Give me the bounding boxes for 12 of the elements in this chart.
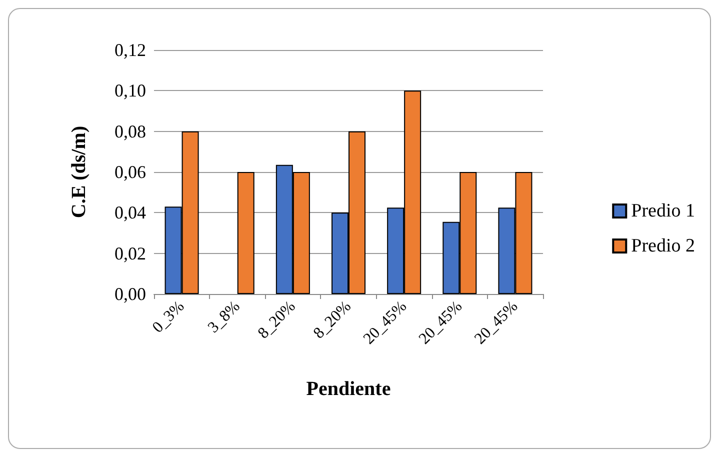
bar — [237, 172, 254, 294]
y-tick-label: 0,08 — [114, 121, 146, 142]
y-tick-label: 0,04 — [114, 202, 146, 223]
y-tick-label: 0,06 — [114, 162, 146, 182]
y-axis-title: C.E (ds/m) — [68, 126, 90, 218]
y-tick-label: 0,00 — [114, 284, 146, 304]
y-tick-label: 0,02 — [114, 243, 146, 264]
x-axis-title: Pendiente — [306, 378, 391, 400]
legend-label: Predio 1 — [631, 200, 696, 222]
y-tick-label: 0,10 — [114, 80, 146, 101]
y-tick-label: 0,12 — [114, 40, 146, 60]
legend-label: Predio 2 — [631, 236, 696, 256]
